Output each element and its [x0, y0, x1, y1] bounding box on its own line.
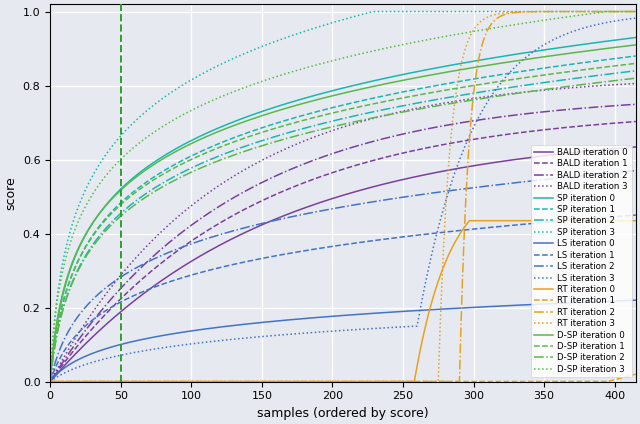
Legend: BALD iteration 0, BALD iteration 1, BALD iteration 2, BALD iteration 3, SP itera: BALD iteration 0, BALD iteration 1, BALD…	[531, 145, 632, 377]
Y-axis label: score: score	[4, 176, 17, 210]
X-axis label: samples (ordered by score): samples (ordered by score)	[257, 407, 429, 420]
